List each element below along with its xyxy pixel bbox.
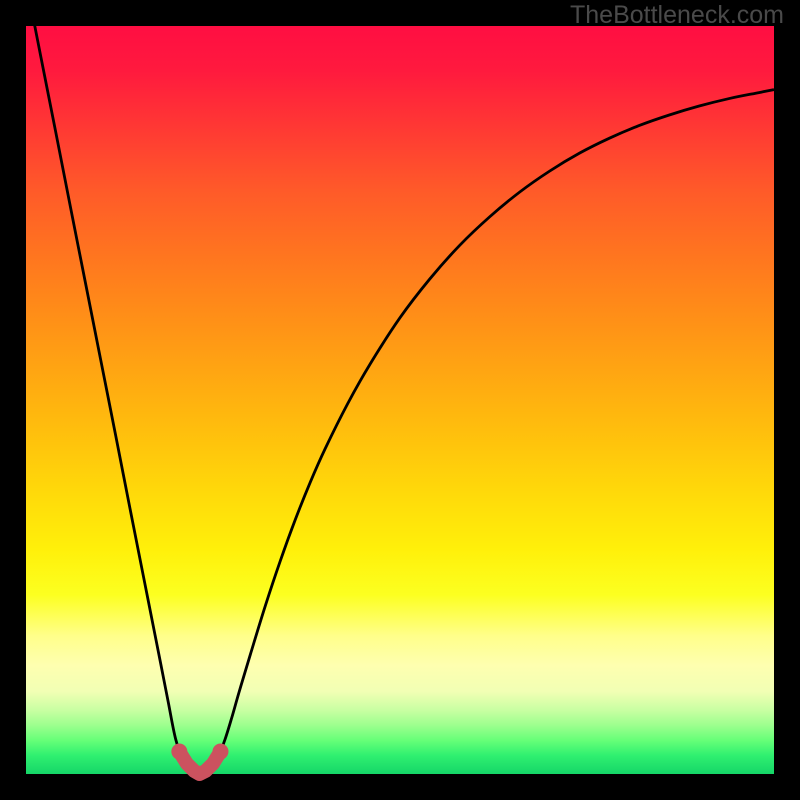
marker-endpoint: [171, 744, 187, 760]
marker-endpoint: [212, 744, 228, 760]
watermark-text: TheBottleneck.com: [570, 1, 784, 30]
plot-area: [26, 26, 774, 774]
chart-root: TheBottleneck.com: [0, 0, 800, 800]
chart-svg: [0, 0, 800, 800]
